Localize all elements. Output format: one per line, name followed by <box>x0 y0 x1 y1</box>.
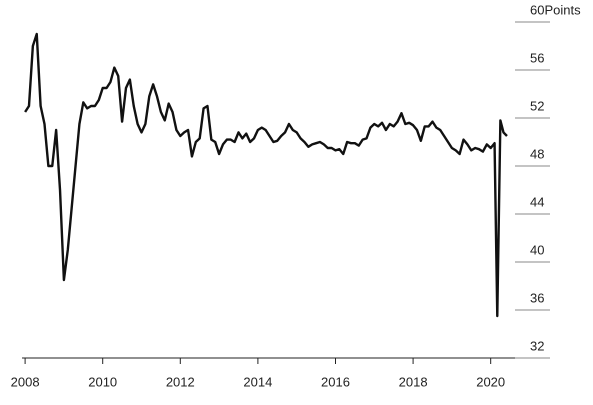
y-tick-label: 44 <box>530 194 544 209</box>
y-tick-label: 36 <box>530 290 544 305</box>
y-tick-label: 52 <box>530 98 544 113</box>
x-tick-label: 2018 <box>399 374 428 389</box>
line-series <box>24 32 508 318</box>
x-tick-label: 2008 <box>11 374 40 389</box>
x-tick-label: 2010 <box>88 374 117 389</box>
y-tick-label: 60 <box>530 2 544 17</box>
x-tick-label: 2020 <box>476 374 505 389</box>
y-axis-label: Points <box>544 2 581 17</box>
x-tick-label: 2014 <box>243 374 272 389</box>
x-tick-label: 2016 <box>321 374 350 389</box>
y-tick-label: 48 <box>530 146 544 161</box>
y-tick-label: 56 <box>530 50 544 65</box>
y-tick-label: 32 <box>530 338 544 353</box>
y-tick-label: 40 <box>530 242 544 257</box>
x-tick-label: 2012 <box>166 374 195 389</box>
